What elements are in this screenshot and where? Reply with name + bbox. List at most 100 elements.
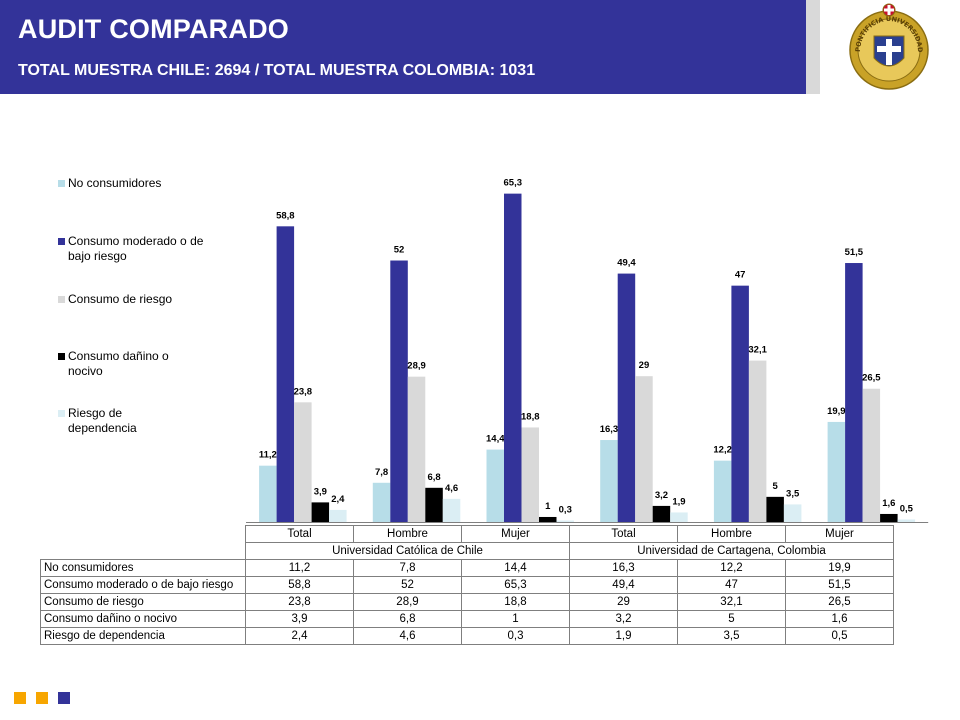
bar-consumo-moderado-o-de-bajo-riesgo-2 xyxy=(390,260,408,522)
table-cell: 51,5 xyxy=(785,576,894,594)
bar-no-consumidores-6 xyxy=(827,421,846,522)
legend-swatch xyxy=(58,238,65,245)
table-row-label: Consumo moderado o de bajo riesgo xyxy=(40,576,246,594)
bar-consumo-danino-o-nocivo-1 xyxy=(311,502,330,522)
university-seal-icon: PONTIFICIA UNIVERSIDAD CATOLICA DE CHILE xyxy=(848,2,929,90)
data-label-consumo-moderado-o-de-bajo-riesgo-1: 58,8 xyxy=(276,210,295,221)
table-group-header-colombia: Universidad de Cartagena, Colombia xyxy=(569,542,894,560)
data-label-consumo-danino-o-nocivo-6: 1,6 xyxy=(882,498,895,509)
bar-consumo-danino-o-nocivo-5 xyxy=(766,496,784,522)
bar-consumo-moderado-o-de-bajo-riesgo-1 xyxy=(276,226,295,522)
legend-label: Consumo dañino o nocivo xyxy=(68,349,169,378)
table-row: Consumo de riesgo 23,8 28,9 18,8 29 32,1… xyxy=(40,593,894,611)
legend-label: Consumo moderado o de bajo riesgo xyxy=(68,234,204,263)
footer-square-orange-1 xyxy=(14,692,26,704)
legend-label: Consumo de riesgo xyxy=(68,292,173,306)
table-cell: 3,5 xyxy=(677,627,786,645)
legend-label: No consumidores xyxy=(68,176,162,190)
legend-swatch xyxy=(58,296,65,303)
bar-no-consumidores-4 xyxy=(600,440,618,522)
bar-consumo-moderado-o-de-bajo-riesgo-6 xyxy=(845,263,863,522)
table-cell: 19,9 xyxy=(785,559,894,577)
data-label-riesgo-de-dependencia-4: 1,9 xyxy=(672,496,685,507)
bar-riesgo-de-dependencia-2 xyxy=(442,498,461,522)
data-label-riesgo-de-dependencia-2: 4,6 xyxy=(445,483,458,494)
data-label-consumo-moderado-o-de-bajo-riesgo-3: 65,3 xyxy=(504,178,523,189)
table-category-header: Total xyxy=(245,525,354,543)
table-group-header-chile: Universidad Católica de Chile xyxy=(245,542,570,560)
table-cell: 5 xyxy=(677,610,786,628)
table-category-header: Mujer xyxy=(461,525,570,543)
table-row: Consumo moderado o de bajo riesgo 58,8 5… xyxy=(40,576,894,594)
table-cell: 4,6 xyxy=(353,627,462,645)
legend-label: Riesgo de dependencia xyxy=(68,406,137,435)
data-label-consumo-moderado-o-de-bajo-riesgo-4: 49,4 xyxy=(617,258,636,269)
data-label-no-consumidores-5: 12,2 xyxy=(713,445,732,456)
data-label-consumo-de-riesgo-2: 28,9 xyxy=(407,361,426,372)
header-banner: AUDIT COMPARADO TOTAL MUESTRA CHILE: 269… xyxy=(0,0,806,94)
legend-swatch xyxy=(58,180,65,187)
bar-consumo-de-riesgo-1 xyxy=(294,402,312,522)
table-cell: 0,3 xyxy=(461,627,570,645)
legend-swatch xyxy=(58,410,65,417)
table-row-label: Consumo dañino o nocivo xyxy=(40,610,246,628)
bar-consumo-moderado-o-de-bajo-riesgo-4 xyxy=(617,273,636,522)
data-label-riesgo-de-dependencia-6: 0,5 xyxy=(900,503,914,514)
table-cell: 49,4 xyxy=(569,576,678,594)
data-label-consumo-danino-o-nocivo-2: 6,8 xyxy=(427,472,440,483)
bar-riesgo-de-dependencia-3 xyxy=(556,520,574,522)
bar-consumo-danino-o-nocivo-6 xyxy=(880,513,898,522)
page-subtitle: TOTAL MUESTRA CHILE: 2694 / TOTAL MUESTR… xyxy=(18,62,536,79)
page-title: AUDIT COMPARADO xyxy=(18,14,289,44)
data-label-riesgo-de-dependencia-1: 2,4 xyxy=(331,494,345,505)
data-label-consumo-moderado-o-de-bajo-riesgo-5: 47 xyxy=(735,270,746,281)
data-label-consumo-danino-o-nocivo-3: 1 xyxy=(545,501,551,512)
bar-riesgo-de-dependencia-1 xyxy=(329,509,347,522)
data-label-consumo-de-riesgo-4: 29 xyxy=(639,360,650,371)
table-cell: 12,2 xyxy=(677,559,786,577)
data-label-consumo-de-riesgo-6: 26,5 xyxy=(862,373,881,384)
table-cell: 28,9 xyxy=(353,593,462,611)
table-cell: 3,9 xyxy=(245,610,354,628)
data-label-consumo-de-riesgo-1: 23,8 xyxy=(294,386,313,397)
table-cell: 47 xyxy=(677,576,786,594)
chart-data-table: Total Hombre Mujer Total Hombre Mujer Un… xyxy=(40,525,894,645)
table-category-header: Hombre xyxy=(677,525,786,543)
header-accent-band xyxy=(806,0,820,94)
table-row-label: No consumidores xyxy=(40,559,246,577)
data-label-no-consumidores-4: 16,3 xyxy=(600,424,619,435)
bar-riesgo-de-dependencia-5 xyxy=(783,504,802,522)
bar-consumo-de-riesgo-4 xyxy=(635,376,653,522)
data-label-consumo-de-riesgo-3: 18,8 xyxy=(521,411,540,422)
table-cell: 0,5 xyxy=(785,627,894,645)
table-row: Consumo dañino o nocivo 3,9 6,8 1 3,2 5 … xyxy=(40,610,894,628)
table-row-label: Riesgo de dependencia xyxy=(40,627,246,645)
table-cell: 1,9 xyxy=(569,627,678,645)
bar-consumo-danino-o-nocivo-2 xyxy=(425,487,443,522)
table-cell: 14,4 xyxy=(461,559,570,577)
table-cell: 3,2 xyxy=(569,610,678,628)
data-label-no-consumidores-1: 11,2 xyxy=(259,450,277,461)
data-label-riesgo-de-dependencia-5: 3,5 xyxy=(786,488,800,499)
data-label-consumo-danino-o-nocivo-1: 3,9 xyxy=(314,486,327,497)
data-label-no-consumidores-2: 7,8 xyxy=(375,467,388,478)
table-cell: 7,8 xyxy=(353,559,462,577)
footer-square-orange-2 xyxy=(36,692,48,704)
data-label-consumo-danino-o-nocivo-5: 5 xyxy=(773,481,779,492)
data-label-consumo-moderado-o-de-bajo-riesgo-2: 52 xyxy=(394,245,405,256)
bar-consumo-de-riesgo-6 xyxy=(862,388,881,522)
bar-riesgo-de-dependencia-6 xyxy=(897,519,916,522)
table-cell: 18,8 xyxy=(461,593,570,611)
table-cell: 26,5 xyxy=(785,593,894,611)
table-row: No consumidores 11,2 7,8 14,4 16,3 12,2 … xyxy=(40,559,894,577)
legend-swatch xyxy=(58,353,65,360)
bar-riesgo-de-dependencia-4 xyxy=(670,512,688,522)
data-label-no-consumidores-6: 19,9 xyxy=(827,406,846,417)
table-cell: 1 xyxy=(461,610,570,628)
bar-consumo-de-riesgo-2 xyxy=(407,376,426,522)
bar-consumo-moderado-o-de-bajo-riesgo-5 xyxy=(731,285,749,522)
table-cell: 58,8 xyxy=(245,576,354,594)
bar-no-consumidores-5 xyxy=(713,460,732,522)
data-label-consumo-moderado-o-de-bajo-riesgo-6: 51,5 xyxy=(845,247,864,258)
table-cell: 11,2 xyxy=(245,559,354,577)
